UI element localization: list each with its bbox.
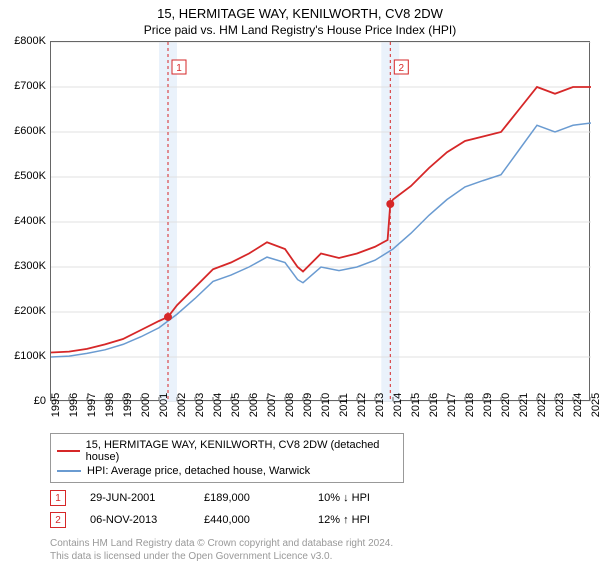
- x-tick-label: 2003: [194, 393, 206, 417]
- sale-marker-box: 2: [50, 512, 66, 528]
- y-tick-label: £500K: [14, 170, 46, 182]
- x-tick-label: 2022: [536, 393, 548, 417]
- sale-delta: 10% ↓ HPI: [318, 492, 408, 504]
- sale-price: £440,000: [204, 514, 294, 526]
- sale-date: 29-JUN-2001: [90, 492, 180, 504]
- x-tick-label: 2015: [410, 393, 422, 417]
- x-tick-label: 2021: [518, 393, 530, 417]
- sale-delta: 12% ↑ HPI: [318, 514, 408, 526]
- x-tick-label: 2014: [392, 393, 404, 417]
- x-tick-label: 2018: [464, 393, 476, 417]
- legend-label: HPI: Average price, detached house, Warw…: [87, 465, 310, 477]
- sale-row: 1 29-JUN-2001 £189,000 10% ↓ HPI: [50, 487, 600, 509]
- y-tick-label: £200K: [14, 305, 46, 317]
- x-axis: 1995199619971998199920002001200220032004…: [50, 401, 590, 431]
- y-tick-label: £0: [34, 395, 46, 407]
- x-tick-label: 2007: [266, 393, 278, 417]
- y-axis: £0£100K£200K£300K£400K£500K£600K£700K£80…: [0, 41, 50, 401]
- x-tick-label: 2023: [554, 393, 566, 417]
- svg-text:2: 2: [399, 63, 405, 74]
- x-tick-label: 2004: [212, 393, 224, 417]
- x-tick-label: 2025: [590, 393, 600, 417]
- legend-label: 15, HERMITAGE WAY, KENILWORTH, CV8 2DW (…: [86, 439, 397, 463]
- sales-table: 1 29-JUN-2001 £189,000 10% ↓ HPI 2 06-NOV-201…: [50, 487, 600, 531]
- sale-row: 2 06-NOV-2013 £440,000 12% ↑ HPI: [50, 509, 600, 531]
- x-tick-label: 2000: [140, 393, 152, 417]
- legend-swatch: [57, 470, 81, 472]
- svg-text:1: 1: [176, 63, 182, 74]
- footer: Contains HM Land Registry data © Crown c…: [50, 537, 600, 563]
- y-tick-label: £100K: [14, 350, 46, 362]
- legend: 15, HERMITAGE WAY, KENILWORTH, CV8 2DW (…: [50, 433, 404, 483]
- x-tick-label: 1997: [86, 393, 98, 417]
- x-tick-label: 2001: [158, 393, 170, 417]
- chart-area: £0£100K£200K£300K£400K£500K£600K£700K£80…: [0, 41, 600, 431]
- x-tick-label: 2017: [446, 393, 458, 417]
- chart-title: 15, HERMITAGE WAY, KENILWORTH, CV8 2DW: [0, 0, 600, 21]
- footer-line-2: This data is licensed under the Open Gov…: [50, 550, 600, 563]
- y-tick-label: £300K: [14, 260, 46, 272]
- x-tick-label: 2009: [302, 393, 314, 417]
- chart-container: 15, HERMITAGE WAY, KENILWORTH, CV8 2DW P…: [0, 0, 600, 560]
- legend-row: HPI: Average price, detached house, Warw…: [57, 464, 397, 478]
- sale-price: £189,000: [204, 492, 294, 504]
- x-tick-label: 2008: [284, 393, 296, 417]
- x-tick-label: 2012: [356, 393, 368, 417]
- legend-row: 15, HERMITAGE WAY, KENILWORTH, CV8 2DW (…: [57, 438, 397, 464]
- sale-date: 06-NOV-2013: [90, 514, 180, 526]
- x-tick-label: 1998: [104, 393, 116, 417]
- y-tick-label: £600K: [14, 125, 46, 137]
- x-tick-label: 2013: [374, 393, 386, 417]
- x-tick-label: 2020: [500, 393, 512, 417]
- x-tick-label: 2006: [248, 393, 260, 417]
- x-tick-label: 2019: [482, 393, 494, 417]
- x-tick-label: 2002: [176, 393, 188, 417]
- x-tick-label: 2024: [572, 393, 584, 417]
- x-tick-label: 2005: [230, 393, 242, 417]
- x-tick-label: 2010: [320, 393, 332, 417]
- y-tick-label: £400K: [14, 215, 46, 227]
- x-tick-label: 1995: [50, 393, 62, 417]
- legend-swatch: [57, 450, 80, 452]
- footer-line-1: Contains HM Land Registry data © Crown c…: [50, 537, 600, 550]
- x-tick-label: 2016: [428, 393, 440, 417]
- x-tick-label: 2011: [338, 393, 350, 417]
- chart-subtitle: Price paid vs. HM Land Registry's House …: [0, 21, 600, 41]
- x-tick-label: 1999: [122, 393, 134, 417]
- y-tick-label: £800K: [14, 35, 46, 47]
- plot-area: 12: [50, 41, 590, 401]
- x-tick-label: 1996: [68, 393, 80, 417]
- y-tick-label: £700K: [14, 80, 46, 92]
- sale-marker-box: 1: [50, 490, 66, 506]
